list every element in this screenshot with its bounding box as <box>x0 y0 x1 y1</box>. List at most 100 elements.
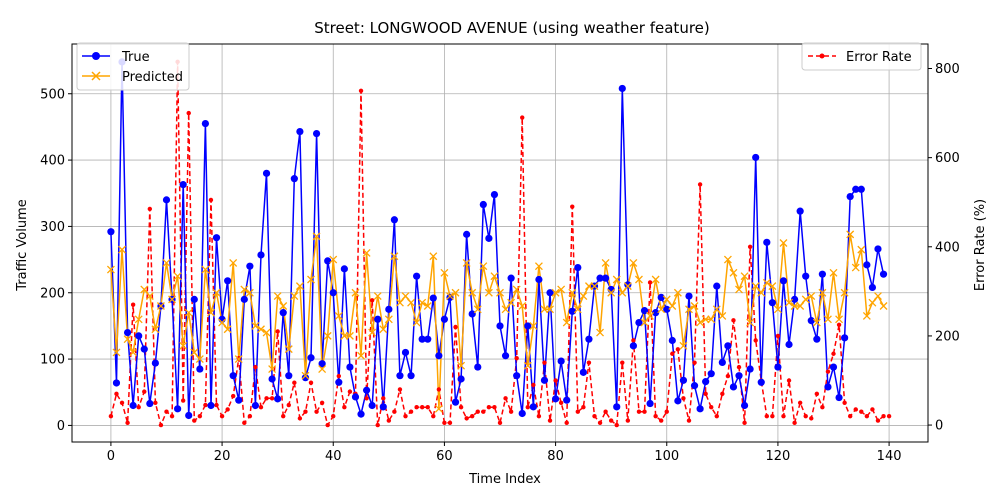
data-point-predicted <box>257 325 265 334</box>
data-point-true <box>657 293 665 301</box>
data-point-error-rate <box>342 405 347 410</box>
legend-error-label: Error Rate <box>846 50 912 65</box>
data-point-error-rate <box>219 413 225 419</box>
data-point-error-rate <box>314 409 319 414</box>
data-point-error-rate <box>108 413 114 419</box>
data-point-true <box>813 335 821 343</box>
data-point-true <box>768 299 776 307</box>
data-point-predicted <box>334 312 343 320</box>
data-point-predicted <box>323 331 332 340</box>
data-point-true <box>763 238 771 246</box>
data-point-predicted <box>518 302 527 310</box>
data-point-error-rate <box>581 405 586 410</box>
data-point-error-rate <box>692 360 697 365</box>
data-point-true <box>551 395 560 403</box>
data-point-error-rate <box>809 416 814 421</box>
data-point-true <box>479 200 487 209</box>
data-point-true <box>685 292 693 300</box>
data-point-error-rate <box>169 413 175 419</box>
data-point-predicted <box>635 275 643 284</box>
data-point-error-rate <box>403 413 408 419</box>
data-point-true <box>652 309 660 317</box>
data-point-predicted <box>268 365 277 373</box>
data-point-error-rate <box>436 387 442 392</box>
data-point-error-rate <box>836 322 842 327</box>
data-point-error-rate <box>214 402 219 408</box>
data-point-error-rate <box>703 391 708 397</box>
data-point-predicted <box>673 288 682 297</box>
y-tick-label: 200 <box>40 286 65 301</box>
data-point-error-rate <box>603 409 608 414</box>
data-point-true <box>602 274 610 282</box>
series-line-true <box>110 61 885 417</box>
data-point-true <box>196 365 204 373</box>
data-point-error-rate <box>142 389 147 394</box>
data-point-predicted <box>690 302 699 310</box>
data-point-predicted <box>618 288 627 297</box>
data-point-true <box>229 372 237 380</box>
data-point-predicted <box>740 272 749 281</box>
data-point-true <box>557 357 565 365</box>
data-point-error-rate <box>497 420 503 426</box>
data-point-error-rate <box>247 413 253 419</box>
y2-tick-label: 400 <box>935 240 960 255</box>
data-point-true <box>835 393 843 402</box>
data-point-predicted <box>579 292 588 301</box>
legend-right: Error Rate <box>801 42 922 71</box>
data-point-predicted <box>496 288 504 297</box>
data-point-true <box>518 409 526 418</box>
data-point-error-rate <box>408 409 414 414</box>
data-point-predicted <box>390 252 399 261</box>
data-point-error-rate <box>503 396 508 401</box>
data-point-predicted <box>351 288 360 297</box>
data-point-true <box>507 274 515 282</box>
data-point-predicted <box>679 341 688 350</box>
y-tick-label: 0 <box>57 419 65 434</box>
y2-tick-label: 800 <box>935 62 960 77</box>
data-point-true <box>235 396 243 404</box>
data-point-error-rate <box>253 364 258 370</box>
data-point-predicted <box>440 268 449 277</box>
data-point-error-rate <box>470 413 475 419</box>
data-point-true <box>613 403 621 411</box>
data-point-error-rate <box>608 418 614 423</box>
data-point-predicted <box>546 305 554 314</box>
data-point-error-rate <box>781 413 786 419</box>
data-point-predicted <box>696 318 705 327</box>
x-tick-label: 40 <box>325 449 342 464</box>
data-point-error-rate <box>392 409 397 414</box>
data-point-error-rate <box>136 405 141 410</box>
data-point-error-rate <box>647 280 653 285</box>
data-point-true <box>351 393 360 401</box>
y2-tick-label: 0 <box>935 419 943 434</box>
data-point-error-rate <box>331 413 336 419</box>
data-point-true <box>540 376 549 384</box>
data-point-true <box>107 228 115 236</box>
data-point-true <box>390 216 398 224</box>
data-point-error-rate <box>275 329 280 334</box>
data-point-true <box>224 277 232 285</box>
data-point-predicted <box>596 328 605 337</box>
data-point-predicted <box>751 282 760 291</box>
data-point-true <box>485 234 493 242</box>
data-point-predicted <box>729 268 738 277</box>
data-point-true <box>424 335 432 343</box>
data-point-true <box>262 169 271 177</box>
data-point-error-rate <box>303 409 308 414</box>
data-point-true <box>640 307 649 315</box>
data-point-predicted <box>312 232 321 241</box>
data-point-predicted <box>768 282 777 291</box>
data-point-error-rate <box>186 110 191 116</box>
data-point-true <box>463 230 471 238</box>
data-point-error-rate <box>325 422 330 428</box>
data-point-predicted <box>273 292 282 301</box>
data-point-error-rate <box>775 333 781 339</box>
data-point-error-rate <box>886 413 892 419</box>
data-point-predicted <box>357 351 365 360</box>
y2-tick-label: 200 <box>935 329 960 344</box>
data-point-true <box>802 272 810 280</box>
data-point-predicted <box>384 315 393 324</box>
series-line-error-rate <box>110 61 890 426</box>
data-point-true <box>690 382 699 390</box>
